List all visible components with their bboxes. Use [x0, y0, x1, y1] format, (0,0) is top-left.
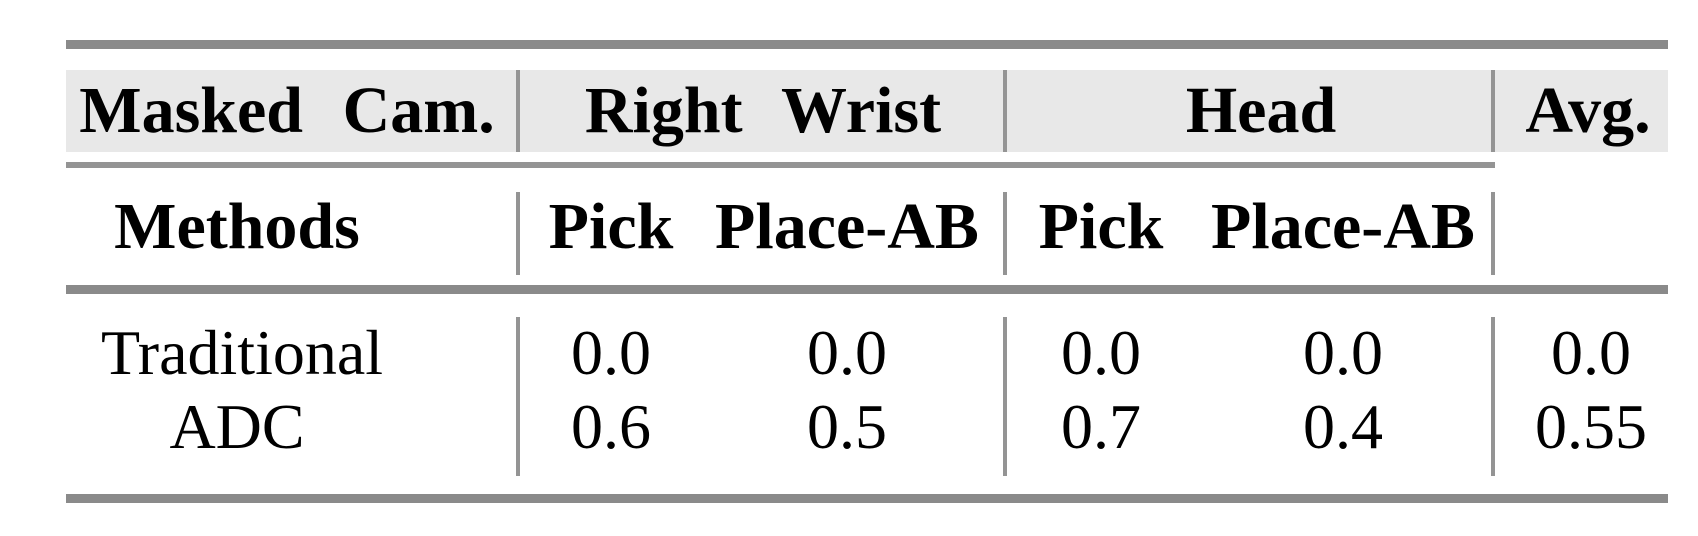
subheader-methods: Methods	[114, 190, 360, 263]
cell-avg: 0.0	[1551, 317, 1631, 388]
subheader-head-place-ab: Place-AB	[1211, 190, 1475, 263]
subheader-head-pick: Pick	[1038, 190, 1164, 263]
cell-head-place-ab: 0.0	[1303, 317, 1383, 388]
bottom-rule	[66, 494, 1668, 503]
column-separator	[1491, 192, 1495, 275]
table-row: ADC 0.6 0.5 0.7 0.4 0.55	[66, 40, 1668, 503]
top-rule	[66, 40, 1668, 49]
cell-head-pick: 0.0	[1061, 317, 1141, 388]
cell-rw-place-ab: 0.5	[807, 391, 887, 462]
cell-method: ADC	[169, 391, 305, 462]
header-right-wrist: Right Wrist	[584, 74, 942, 147]
header-masked-cam: Masked Cam.	[79, 74, 495, 147]
header-band	[66, 70, 1668, 152]
header-row: Masked Cam. Right Wrist Head Avg.	[66, 40, 1668, 503]
subheader-row: Methods Pick Place-AB Pick Place-AB	[66, 40, 1668, 503]
results-table: Masked Cam. Right Wrist Head Avg. Method…	[66, 40, 1668, 503]
subheader-rw-place-ab: Place-AB	[715, 190, 979, 263]
cell-rw-pick: 0.6	[571, 391, 651, 462]
table-row: Traditional 0.0 0.0 0.0 0.0 0.0	[66, 40, 1668, 503]
column-separator	[1003, 192, 1007, 275]
column-separator	[516, 70, 520, 152]
column-separator	[1003, 70, 1007, 152]
header-avg: Avg.	[1525, 74, 1651, 147]
body-separator-rule	[66, 285, 1668, 294]
column-separator	[516, 317, 520, 476]
cell-head-pick: 0.7	[1061, 391, 1141, 462]
header-head: Head	[1185, 74, 1337, 147]
cell-head-place-ab: 0.4	[1303, 391, 1383, 462]
cell-avg: 0.55	[1535, 391, 1647, 462]
column-separator	[1491, 70, 1495, 152]
header-midrule	[66, 162, 1495, 168]
subheader-rw-pick: Pick	[548, 190, 674, 263]
column-separator	[516, 192, 520, 275]
cell-rw-place-ab: 0.0	[807, 317, 887, 388]
column-separator	[1491, 317, 1495, 476]
column-separator	[1003, 317, 1007, 476]
cell-method: Traditional	[100, 317, 384, 388]
cell-rw-pick: 0.0	[571, 317, 651, 388]
